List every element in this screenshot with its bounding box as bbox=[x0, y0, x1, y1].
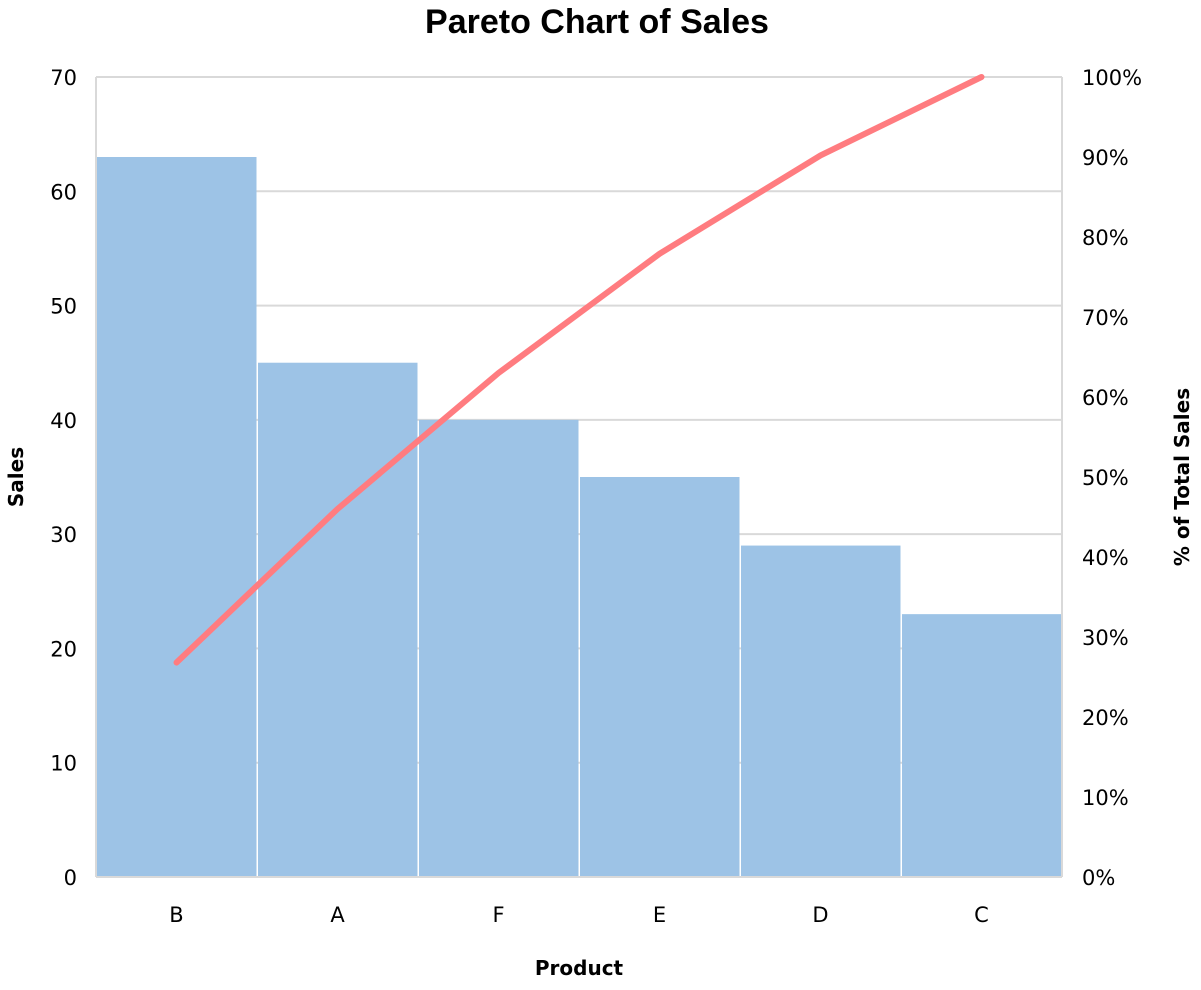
y2-tick-label: 80% bbox=[1082, 226, 1129, 250]
y-tick-label: 50 bbox=[50, 295, 77, 319]
x-tick-label: D bbox=[812, 903, 828, 927]
y-tick-label: 60 bbox=[50, 180, 77, 204]
y2-tick-label: 90% bbox=[1082, 146, 1129, 170]
y2-tick-label: 50% bbox=[1082, 466, 1129, 490]
y-tick-label: 0 bbox=[64, 866, 77, 890]
axes bbox=[95, 77, 1063, 878]
y-tick-label: 30 bbox=[50, 523, 77, 547]
y2-tick-label: 100% bbox=[1082, 66, 1142, 90]
gridlines bbox=[96, 76, 1062, 764]
bar-F bbox=[419, 419, 579, 877]
bar-B bbox=[97, 157, 257, 877]
y2-tick-label: 10% bbox=[1082, 786, 1129, 810]
x-tick-label: C bbox=[974, 903, 989, 927]
bar-E bbox=[580, 477, 740, 877]
bar-A bbox=[258, 362, 418, 877]
y-tick-label: 20 bbox=[50, 637, 77, 661]
y-axis-title: Sales bbox=[4, 447, 28, 507]
bar-series bbox=[97, 157, 1062, 877]
left-axis-ticks: 0 10 20 30 40 50 60 70 bbox=[50, 66, 77, 890]
cumulative-line-series bbox=[173, 74, 985, 666]
y-tick-label: 40 bbox=[50, 409, 77, 433]
x-tick-label: F bbox=[492, 903, 504, 927]
y2-tick-label: 30% bbox=[1082, 626, 1129, 650]
x-tick-label: A bbox=[330, 903, 345, 927]
y2-tick-label: 70% bbox=[1082, 306, 1129, 330]
y2-axis-title: % of Total Sales bbox=[1170, 388, 1194, 566]
x-axis-title: Product bbox=[535, 956, 624, 980]
y2-tick-label: 0% bbox=[1082, 866, 1115, 890]
cumulative-percent-line bbox=[173, 74, 985, 666]
bar-D bbox=[741, 545, 901, 877]
bar-C bbox=[902, 614, 1062, 877]
y2-tick-label: 20% bbox=[1082, 706, 1129, 730]
y2-tick-label: 60% bbox=[1082, 386, 1129, 410]
chart-title: Pareto Chart of Sales bbox=[425, 3, 769, 41]
x-tick-label: E bbox=[653, 903, 666, 927]
y-tick-label: 70 bbox=[50, 66, 77, 90]
y-tick-label: 10 bbox=[50, 752, 77, 776]
right-axis-ticks: 0% 10% 20% 30% 40% 50% 60% 70% 80% 90% 100% bbox=[1082, 66, 1142, 890]
x-tick-label: B bbox=[169, 903, 183, 927]
y2-tick-label: 40% bbox=[1082, 546, 1129, 570]
